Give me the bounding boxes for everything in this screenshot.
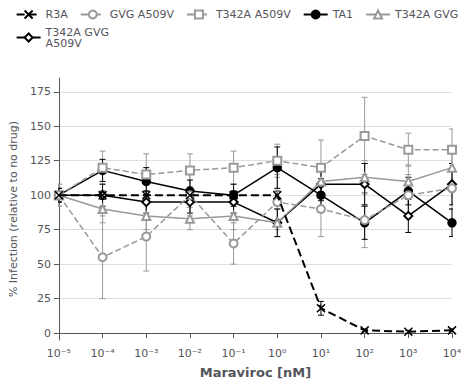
svg-text:175: 175: [30, 85, 51, 98]
svg-text:% Infection (relative to no dr: % Infection (relative to no drug): [7, 121, 20, 297]
svg-text:10⁰: 10⁰: [268, 347, 287, 360]
svg-text:10⁻⁵: 10⁻⁵: [47, 347, 71, 360]
svg-text:150: 150: [30, 120, 51, 133]
svg-text:10⁻¹: 10⁻¹: [221, 347, 245, 360]
svg-text:10⁴: 10⁴: [443, 347, 462, 360]
svg-text:T342A GVG: T342A GVG: [394, 8, 458, 21]
svg-text:R3A: R3A: [46, 8, 69, 21]
svg-text:10⁻²: 10⁻²: [178, 347, 202, 360]
svg-text:50: 50: [37, 258, 51, 271]
svg-text:10¹: 10¹: [312, 347, 330, 360]
svg-text:10³: 10³: [399, 347, 417, 360]
svg-text:TA1: TA1: [332, 8, 353, 21]
svg-text:10⁻⁴: 10⁻⁴: [90, 347, 115, 360]
svg-text:75: 75: [37, 223, 51, 236]
svg-text:10⁻³: 10⁻³: [134, 347, 158, 360]
svg-text:25: 25: [37, 292, 51, 305]
svg-text:GVG A509V: GVG A509V: [110, 8, 175, 21]
svg-text:125: 125: [30, 154, 51, 167]
svg-text:T342A A509V: T342A A509V: [215, 8, 291, 21]
svg-text:100: 100: [30, 189, 51, 202]
svg-text:A509V: A509V: [46, 37, 83, 50]
svg-text:T342A GVG: T342A GVG: [45, 25, 109, 39]
svg-text:0: 0: [44, 327, 51, 340]
svg-text:Maraviroc [nM]: Maraviroc [nM]: [200, 365, 311, 380]
svg-text:10²: 10²: [355, 347, 373, 360]
